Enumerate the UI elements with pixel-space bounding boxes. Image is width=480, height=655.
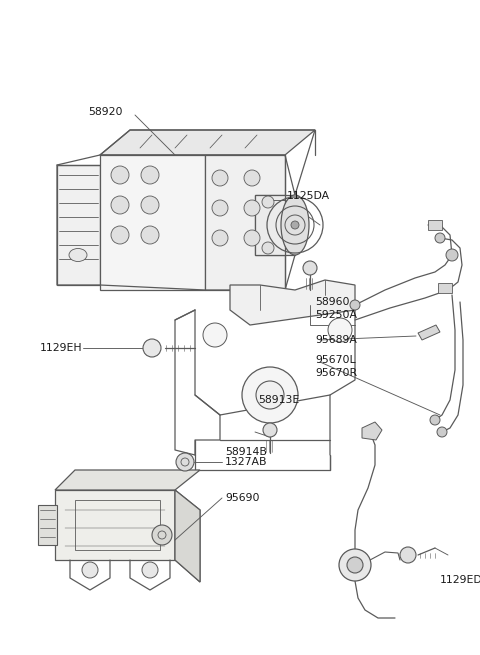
Text: 58920: 58920 — [88, 107, 122, 117]
Circle shape — [262, 242, 274, 254]
Polygon shape — [362, 422, 382, 440]
Circle shape — [82, 562, 98, 578]
Circle shape — [244, 170, 260, 186]
Text: 1129EH: 1129EH — [40, 343, 83, 353]
Circle shape — [176, 453, 194, 471]
Circle shape — [328, 318, 352, 342]
Text: 58913E: 58913E — [258, 395, 299, 405]
Circle shape — [142, 562, 158, 578]
Circle shape — [400, 547, 416, 563]
Circle shape — [143, 339, 161, 357]
Polygon shape — [175, 490, 200, 582]
Text: 59250A: 59250A — [315, 310, 357, 320]
Text: 1327AB: 1327AB — [225, 457, 267, 467]
Polygon shape — [57, 165, 100, 285]
Circle shape — [152, 525, 172, 545]
Text: 58960: 58960 — [315, 297, 349, 307]
Circle shape — [244, 230, 260, 246]
Text: 95670L: 95670L — [315, 355, 356, 365]
Circle shape — [141, 226, 159, 244]
Circle shape — [203, 323, 227, 347]
Text: 58914B: 58914B — [225, 447, 267, 457]
Polygon shape — [255, 195, 285, 255]
Text: 95689A: 95689A — [315, 335, 357, 345]
Circle shape — [212, 200, 228, 216]
Text: 1129ED: 1129ED — [440, 575, 480, 585]
Circle shape — [339, 549, 371, 581]
Circle shape — [263, 423, 277, 437]
Polygon shape — [38, 505, 57, 545]
Polygon shape — [418, 325, 440, 340]
Circle shape — [437, 427, 447, 437]
Circle shape — [244, 200, 260, 216]
Circle shape — [435, 233, 445, 243]
Circle shape — [111, 196, 129, 214]
Circle shape — [446, 249, 458, 261]
Circle shape — [291, 221, 299, 229]
Ellipse shape — [69, 248, 87, 261]
Circle shape — [303, 261, 317, 275]
Text: 95690: 95690 — [225, 493, 260, 503]
Circle shape — [141, 166, 159, 184]
Ellipse shape — [281, 195, 309, 255]
Circle shape — [111, 226, 129, 244]
Polygon shape — [205, 155, 285, 290]
Circle shape — [212, 230, 228, 246]
Circle shape — [242, 367, 298, 423]
Polygon shape — [428, 220, 442, 230]
Polygon shape — [100, 130, 315, 155]
Text: 95670R: 95670R — [315, 368, 357, 378]
Circle shape — [350, 300, 360, 310]
Polygon shape — [55, 490, 175, 560]
Text: 1125DA: 1125DA — [287, 191, 330, 201]
Circle shape — [212, 170, 228, 186]
Polygon shape — [100, 155, 205, 290]
Circle shape — [256, 381, 284, 409]
Circle shape — [111, 166, 129, 184]
Circle shape — [430, 415, 440, 425]
Polygon shape — [230, 280, 355, 325]
Circle shape — [141, 196, 159, 214]
Circle shape — [262, 196, 274, 208]
Polygon shape — [55, 470, 200, 490]
Polygon shape — [255, 195, 295, 255]
Circle shape — [347, 557, 363, 573]
Polygon shape — [175, 490, 200, 582]
Polygon shape — [438, 283, 452, 293]
